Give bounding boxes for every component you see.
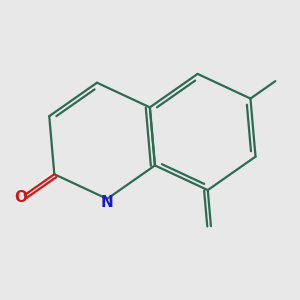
Text: N: N — [101, 195, 114, 210]
Text: O: O — [14, 190, 27, 205]
